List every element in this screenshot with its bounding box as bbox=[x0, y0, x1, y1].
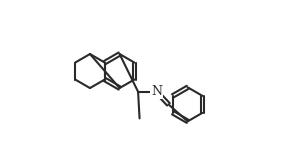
Text: N: N bbox=[151, 85, 162, 98]
